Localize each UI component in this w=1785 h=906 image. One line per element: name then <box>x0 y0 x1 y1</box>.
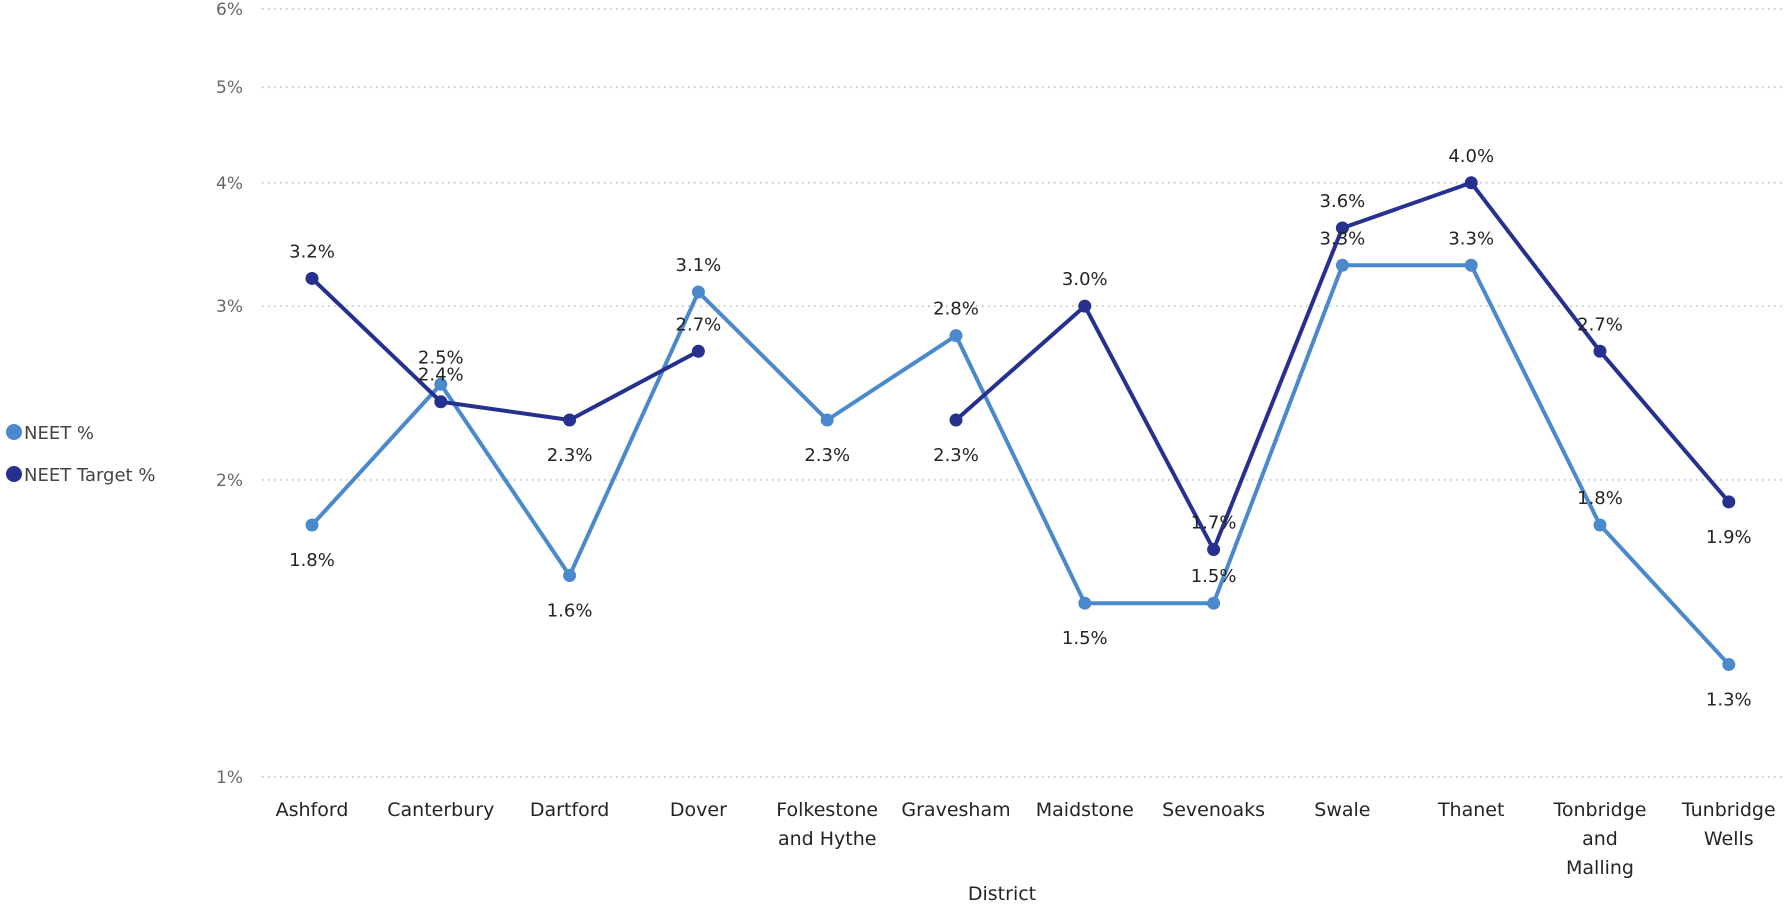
data-labels: 1.8% 2.5% 1.6% 3.1% 2.3% 2.8% 1.5% 1.5% 3.3% 3.3%… <box>289 146 1752 711</box>
x-category-label: Maidstone <box>1036 799 1134 821</box>
data-point[interactable] <box>434 395 448 409</box>
data-label: 2.3% <box>804 445 850 466</box>
data-point[interactable] <box>1207 596 1221 610</box>
y-tick-label: 1% <box>216 768 243 788</box>
x-category-label: Canterbury <box>387 799 494 821</box>
legend-item[interactable]: NEET Target % <box>6 465 155 486</box>
y-tick-label: 2% <box>216 471 243 491</box>
data-point[interactable] <box>1593 518 1607 532</box>
y-tick-label: 6% <box>216 0 243 20</box>
data-point[interactable] <box>949 329 963 343</box>
data-point[interactable] <box>691 285 705 299</box>
data-label: 1.5% <box>1062 628 1108 649</box>
data-label: 2.7% <box>676 314 722 335</box>
data-label: 2.4% <box>418 365 464 386</box>
series-line <box>310 263 1731 667</box>
data-label: 2.5% <box>418 347 464 368</box>
data-label: 2.7% <box>1577 314 1623 335</box>
x-category-label: Folkestone and Hythe <box>776 799 878 850</box>
data-label: 3.1% <box>676 255 722 276</box>
data-label: 3.6% <box>1320 191 1366 212</box>
series-2 <box>305 176 1736 557</box>
y-tick-label: 5% <box>216 78 243 98</box>
data-point[interactable] <box>1722 495 1736 509</box>
data-point[interactable] <box>1464 176 1478 190</box>
data-label: 3.3% <box>1320 228 1366 249</box>
x-category-label: Tunbridge Wells <box>1681 799 1776 850</box>
data-point[interactable] <box>434 377 448 391</box>
y-tick-label: 4% <box>216 174 243 194</box>
y-axis-ticks: 1% 2% 3% 4% 5% 6% <box>216 0 243 788</box>
data-label: 3.0% <box>1062 269 1108 290</box>
legend-item[interactable]: NEET % <box>6 423 94 444</box>
data-label: 1.9% <box>1706 527 1752 548</box>
data-label: 3.3% <box>1448 228 1494 249</box>
data-point[interactable] <box>1335 221 1349 235</box>
data-point[interactable] <box>1593 344 1607 358</box>
data-point[interactable] <box>820 413 834 427</box>
x-axis-categories: Ashford Canterbury Dartford Dover Folkestone… <box>276 799 1776 879</box>
data-label: 1.8% <box>1577 488 1623 509</box>
data-label: 3.2% <box>289 241 335 262</box>
x-category-label: Tonbridge and Malling <box>1552 799 1646 879</box>
data-label: 2.8% <box>933 299 979 320</box>
data-label: 1.8% <box>289 550 335 571</box>
data-point[interactable] <box>1722 658 1736 672</box>
data-point[interactable] <box>1078 596 1092 610</box>
y-tick-label: 3% <box>216 297 243 317</box>
legend-marker-icon <box>6 466 22 482</box>
legend-marker-icon <box>6 424 22 440</box>
data-point[interactable] <box>1078 299 1092 313</box>
data-point[interactable] <box>1207 543 1221 557</box>
series-1 <box>305 258 1736 672</box>
data-label: 1.7% <box>1191 513 1237 534</box>
x-axis-title: District <box>968 883 1036 905</box>
x-category-label: Dover <box>670 799 727 821</box>
data-point[interactable] <box>949 413 963 427</box>
data-point[interactable] <box>563 569 577 583</box>
series <box>305 176 1736 672</box>
x-category-label: Thanet <box>1437 799 1504 821</box>
x-category-label: Ashford <box>276 799 349 821</box>
data-point[interactable] <box>305 271 319 285</box>
data-point[interactable] <box>1464 258 1478 272</box>
legend[interactable]: NEET % NEET Target % <box>6 423 155 486</box>
data-label: 4.0% <box>1448 146 1494 167</box>
data-point[interactable] <box>563 413 577 427</box>
data-label: 1.5% <box>1191 566 1237 587</box>
data-label: 2.3% <box>933 445 979 466</box>
x-category-label: Dartford <box>530 799 609 821</box>
x-category-label: Swale <box>1314 799 1370 821</box>
data-point[interactable] <box>691 344 705 358</box>
gridlines <box>262 8 1785 778</box>
legend-label: NEET % <box>24 423 94 444</box>
data-label: 2.3% <box>547 445 593 466</box>
series-line <box>310 276 701 422</box>
x-category-label: Sevenoaks <box>1162 799 1265 821</box>
data-point[interactable] <box>305 518 319 532</box>
data-label: 1.6% <box>547 601 593 622</box>
x-category-label: Gravesham <box>901 799 1010 821</box>
data-label: 1.3% <box>1706 690 1752 711</box>
data-point[interactable] <box>1335 258 1349 272</box>
legend-label: NEET Target % <box>24 465 155 486</box>
